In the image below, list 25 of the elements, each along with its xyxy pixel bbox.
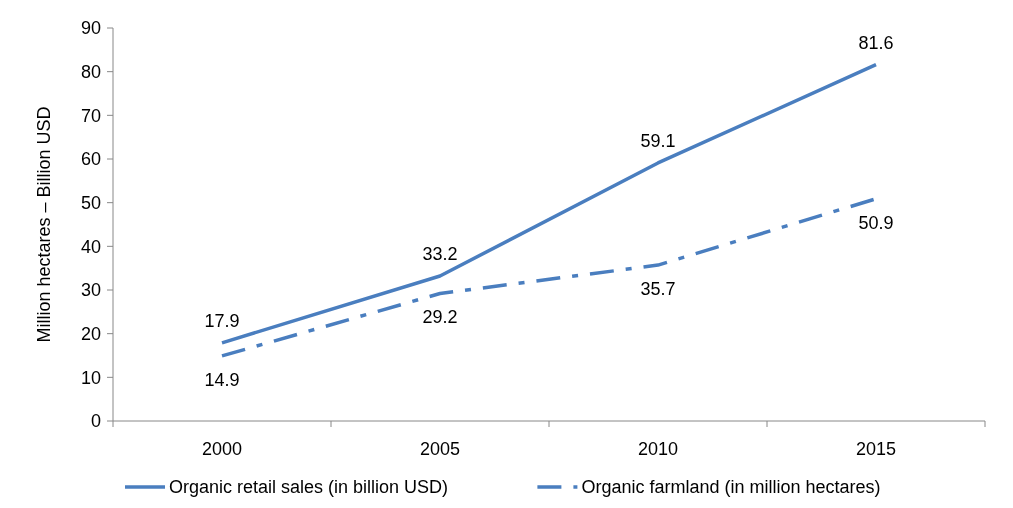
data-label: 17.9 xyxy=(204,310,240,331)
data-label: 29.2 xyxy=(422,307,458,328)
y-axis-title: Million hectares – Billion USD xyxy=(34,106,54,343)
y-tick-label: 40 xyxy=(80,236,101,257)
data-label: 50.9 xyxy=(858,212,894,233)
y-tick-label: 30 xyxy=(80,280,101,301)
y-tick-label: 20 xyxy=(80,323,101,344)
y-tick-label: 70 xyxy=(80,105,101,126)
data-label: 14.9 xyxy=(204,369,240,390)
y-tick-label: 50 xyxy=(80,192,101,213)
y-tick-label: 90 xyxy=(80,18,101,39)
legend-label: Organic retail sales (in billion USD) xyxy=(169,477,449,497)
y-tick-label: 10 xyxy=(80,367,101,388)
y-tick-label: 80 xyxy=(80,61,101,82)
data-label: 59.1 xyxy=(640,130,676,151)
legend-label: Organic farmland (in million hectares) xyxy=(581,477,881,497)
x-tick-label: 2005 xyxy=(419,439,461,459)
data-label: 81.6 xyxy=(858,32,894,53)
data-label: 33.2 xyxy=(422,244,458,265)
x-tick-label: 2015 xyxy=(855,439,897,459)
y-tick-label: 0 xyxy=(90,411,101,432)
x-tick-label: 2000 xyxy=(201,439,243,459)
data-label: 35.7 xyxy=(640,279,676,300)
y-tick-label: 60 xyxy=(80,149,101,170)
x-tick-label: 2010 xyxy=(637,439,679,459)
